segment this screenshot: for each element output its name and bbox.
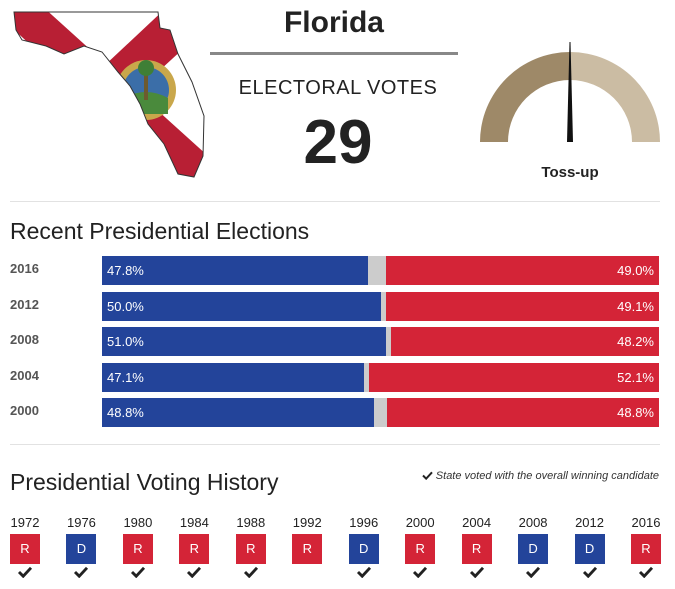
dem-share-bar: 50.0%	[102, 291, 381, 321]
checkmark-icon	[187, 566, 202, 578]
election-bar-row: 50.0% 49.1%	[102, 291, 659, 321]
election-year-label: 2008	[10, 332, 39, 347]
election-bar-row: 47.8% 49.0%	[102, 256, 659, 285]
checkmark-icon	[469, 566, 484, 578]
history-year: 1996	[349, 515, 379, 530]
party-badge: R	[179, 534, 210, 564]
checkmark-icon	[582, 566, 597, 578]
election-bar-row: 48.8% 48.8%	[102, 398, 659, 427]
checkmark-icon	[74, 566, 89, 578]
checkmark-icon	[638, 566, 654, 578]
history-year: 1988	[236, 515, 266, 530]
checkmark-icon	[422, 471, 433, 481]
history-year: 2000	[405, 515, 435, 530]
dem-share-bar: 48.8%	[102, 398, 374, 427]
rating-gauge	[480, 42, 660, 142]
history-year: 1976	[66, 515, 96, 530]
checkmark-icon	[17, 566, 33, 578]
rep-share-bar: 48.8%	[387, 398, 659, 427]
checkmark-icon	[526, 566, 541, 578]
rep-share-bar: 48.2%	[390, 327, 659, 356]
section-divider	[10, 444, 660, 445]
history-legend: State voted with the overall winning can…	[422, 470, 659, 482]
history-year: 2004	[462, 515, 492, 530]
voting-history-title: Presidential Voting History	[10, 469, 279, 495]
election-year-label: 2016	[10, 261, 39, 276]
election-year-label: 2000	[10, 403, 39, 418]
party-badge: R	[10, 534, 40, 564]
rep-share-bar: 52.1%	[368, 362, 659, 392]
history-year: 2016	[631, 515, 661, 530]
party-badge: R	[235, 534, 266, 564]
history-year: 2008	[518, 515, 548, 530]
party-badge: R	[405, 534, 436, 564]
title-divider	[210, 52, 458, 55]
gauge-left-arc	[480, 52, 570, 142]
election-year-label: 2012	[10, 296, 39, 312]
state-title: Florida	[283, 6, 384, 39]
electoral-votes-label: ELECTORAL VOTES	[238, 77, 438, 99]
election-bar-row: 51.0% 48.2%	[102, 327, 659, 356]
checkmark-icon	[413, 566, 428, 578]
history-year: 1992	[292, 515, 322, 530]
party-badge: R	[122, 534, 153, 564]
dem-share-bar: 47.8%	[102, 256, 369, 285]
rep-share-bar: 49.1%	[385, 291, 659, 321]
election-year-label: 2004	[10, 367, 39, 383]
history-year: 2012	[575, 515, 604, 530]
party-badge: R	[461, 534, 492, 564]
electoral-votes-count: 29	[303, 108, 373, 177]
dem-share-bar: 51.0%	[102, 327, 387, 356]
checkmark-icon	[243, 566, 258, 578]
party-badge: R	[292, 534, 323, 564]
party-badge: D	[518, 534, 549, 564]
party-badge: D	[574, 534, 605, 564]
section-divider	[10, 201, 660, 202]
dem-share-bar: 47.1%	[102, 362, 365, 392]
party-badge: R	[631, 534, 661, 564]
party-badge: D	[348, 534, 379, 564]
checkmark-icon	[130, 566, 145, 578]
checkmark-icon	[356, 566, 371, 578]
history-legend-text: State voted with the overall winning can…	[435, 470, 659, 482]
rating-label: Toss-up	[541, 164, 599, 181]
history-year: 1980	[123, 515, 153, 530]
gauge-needle	[567, 42, 573, 142]
florida-flag-map-icon	[13, 11, 205, 178]
history-year: 1984	[179, 515, 209, 530]
history-year: 1972	[10, 515, 40, 530]
election-bar-row: 47.1% 52.1%	[102, 362, 659, 392]
party-badge: D	[66, 534, 97, 564]
recent-elections-title: Recent Presidential Elections	[10, 218, 310, 244]
gauge-right-arc	[570, 52, 660, 142]
rep-share-bar: 49.0%	[386, 256, 659, 285]
